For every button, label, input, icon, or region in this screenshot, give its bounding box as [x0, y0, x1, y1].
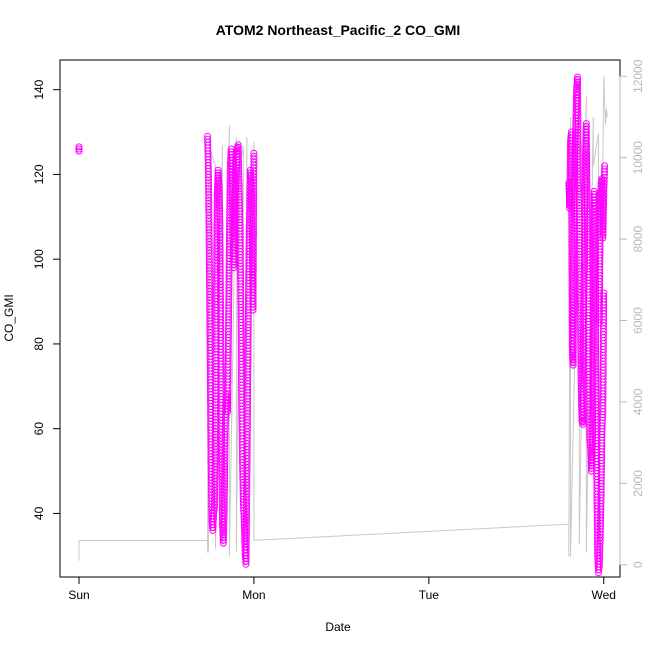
data-point	[601, 162, 609, 170]
right-tick-label: 10000	[631, 141, 645, 175]
x-tick-label: Tue	[419, 588, 440, 602]
x-tick-label: Mon	[242, 588, 265, 602]
x-tick-label: Sun	[68, 588, 89, 602]
x-tick-label: Wed	[592, 588, 616, 602]
y-tick-label: 60	[32, 422, 46, 436]
right-tick-label: 8000	[631, 225, 645, 252]
data-point	[75, 143, 83, 151]
y-tick-label: 120	[32, 164, 46, 184]
data-point	[250, 152, 258, 160]
data-point	[215, 174, 223, 182]
data-point	[75, 145, 83, 153]
data-point	[215, 176, 223, 184]
y-tick-label: 40	[32, 506, 46, 520]
data-point	[75, 147, 83, 155]
y-tick-label: 100	[32, 249, 46, 269]
y-axis: 40 60 80 100 120 140	[32, 79, 61, 520]
data-point	[250, 149, 258, 157]
y-tick-label: 140	[32, 79, 46, 99]
y-tick-label: 80	[32, 337, 46, 351]
right-tick-label: 0	[631, 561, 645, 568]
altitude-line	[78, 76, 608, 561]
x-axis-label: Date	[325, 620, 351, 634]
altitude-line-path	[78, 76, 608, 561]
data-point	[601, 165, 608, 173]
data-point	[214, 171, 222, 179]
right-tick-label: 6000	[631, 307, 645, 334]
co-gmi-points	[75, 73, 609, 577]
data-point	[214, 166, 222, 174]
y-axis-label: CO_GMI	[2, 294, 16, 341]
right-tick-label: 4000	[631, 388, 645, 415]
chart-title: ATOM2 Northeast_Pacific_2 CO_GMI	[216, 22, 461, 38]
right-tick-label: 2000	[631, 470, 645, 497]
data-point	[214, 169, 222, 177]
right-y-axis: 0 2000 4000 6000 8000 10000 12000	[619, 59, 645, 568]
plot-frame	[59, 59, 621, 578]
x-axis: Sun Mon Tue Wed	[68, 576, 616, 602]
right-tick-label: 12000	[631, 59, 645, 93]
